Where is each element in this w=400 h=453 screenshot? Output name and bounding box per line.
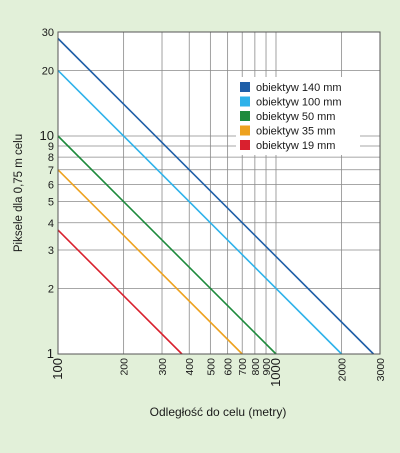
x-tick-label: 100 (50, 358, 65, 380)
legend-swatch (240, 125, 250, 136)
y-tick-label: 5 (48, 197, 54, 209)
legend-swatch (240, 111, 250, 121)
y-tick-label: 3 (48, 245, 54, 257)
legend-label: obiektyw 100 mm (256, 97, 342, 109)
y-tick-label: 7 (48, 165, 54, 177)
legend-label: obiektyw 140 mm (256, 82, 342, 94)
series-line (57, 169, 243, 355)
series-line (57, 229, 183, 355)
x-tick-label: 600 (223, 358, 235, 376)
y-tick-label: 9 (48, 141, 54, 153)
x-tick-label: 1000 (268, 358, 283, 387)
series-line (57, 135, 277, 355)
x-tick-label: 500 (205, 358, 217, 376)
x-tick-label: 400 (184, 358, 196, 376)
x-tick-label: 800 (250, 358, 262, 376)
series-layer (57, 37, 375, 355)
legend-box (236, 77, 360, 155)
legend-swatch (240, 140, 250, 150)
legend-swatch (240, 82, 250, 92)
y-tick-label: 2 (48, 283, 54, 295)
legend-label: obiektyw 19 mm (256, 140, 335, 152)
y-tick-label: 20 (42, 65, 54, 77)
series-line (57, 37, 375, 355)
x-tick-label: 300 (157, 358, 169, 376)
y-tick-label: 8 (48, 152, 54, 164)
x-tick-label: 200 (119, 358, 131, 376)
legend-label: obiektyw 35 mm (256, 126, 335, 138)
y-tick-label: 6 (48, 179, 54, 191)
series-line (57, 69, 343, 355)
legend: obiektyw 140 mm obiektyw 100 mm obiektyw 5… (236, 77, 360, 155)
y-tick-label: 30 (42, 27, 54, 39)
y-axis-label: Piksele dla 0,75 m celu (13, 134, 25, 252)
x-tick-label: 900 (261, 358, 273, 376)
x-tick-label: 2000 (337, 358, 349, 382)
legend-swatch (240, 96, 250, 107)
y-tick-label: 1 (47, 346, 54, 361)
y-tick-label: 4 (48, 218, 54, 230)
x-tick-label: 3000 (375, 358, 387, 382)
x-axis-label: Odległość do celu (metry) (150, 405, 287, 419)
y-tick-label: 10 (40, 128, 54, 143)
plot-frame (57, 31, 381, 355)
legend-label: obiektyw 50 mm (256, 111, 335, 123)
x-tick-label: 700 (237, 358, 249, 376)
